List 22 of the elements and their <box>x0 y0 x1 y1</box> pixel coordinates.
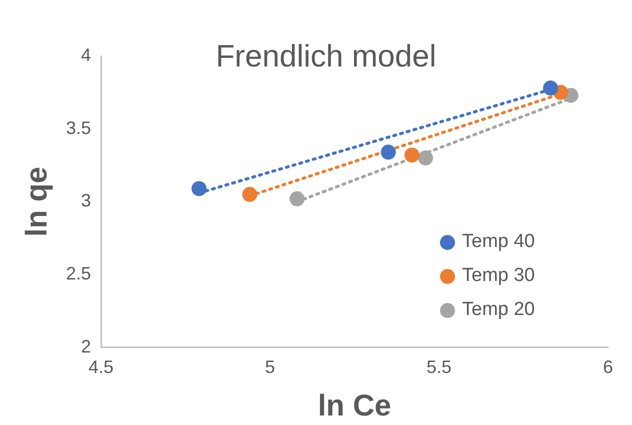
y-axis-title: ln qe <box>20 166 54 237</box>
legend-label: Temp 30 <box>462 265 535 287</box>
y-tick-label: 4 <box>81 44 92 65</box>
point <box>543 80 558 96</box>
x-tick-label: 6 <box>602 357 614 378</box>
legend-label: Temp 40 <box>462 231 535 253</box>
y-tick-label: 2 <box>81 336 92 356</box>
chart-title: Frendlich model <box>216 38 436 74</box>
point <box>380 144 396 160</box>
point <box>242 186 258 202</box>
y-tick-label: 3.5 <box>66 118 92 138</box>
x-tick-label: 4.5 <box>88 357 114 378</box>
y-tick-label: 2.5 <box>66 264 92 284</box>
y-tick-label: 3 <box>81 190 92 211</box>
legend-label: Temp 20 <box>462 299 535 321</box>
x-axis-title: ln Ce <box>318 389 392 422</box>
point <box>404 148 420 163</box>
x-tick-label: 5.5 <box>426 357 452 378</box>
point <box>192 181 207 196</box>
point <box>290 191 305 206</box>
point <box>418 150 433 166</box>
x-tick-label: 5 <box>265 357 276 378</box>
